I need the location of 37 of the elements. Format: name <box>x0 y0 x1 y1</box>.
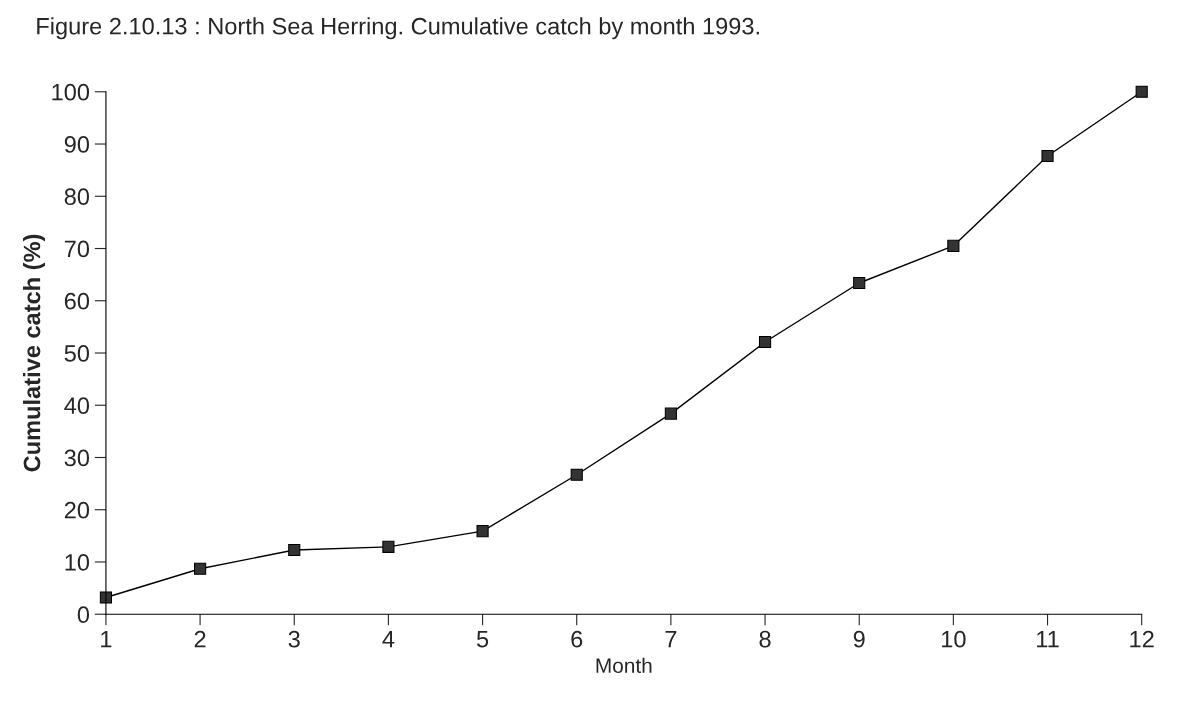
y-tick-label: 40 <box>64 397 90 415</box>
y-tick-label: 0 <box>77 606 90 624</box>
point <box>288 543 301 557</box>
point <box>758 335 772 349</box>
x-tick-label: 2 <box>194 630 206 648</box>
x-tick-label: 10 <box>942 630 966 648</box>
y-axis-title: Cumulative catch (%) <box>23 234 46 472</box>
x-tick-label: 6 <box>571 630 583 648</box>
y-tick-label: 60 <box>64 292 90 310</box>
point <box>1135 85 1148 98</box>
caption: Figure 2.10.13 : North Sea Herring. Cumulative catch by month 1993. <box>37 17 759 40</box>
point <box>476 525 489 538</box>
x-tick-label: 5 <box>476 631 489 648</box>
x-tick-label: 11 <box>1037 631 1059 648</box>
point <box>853 276 866 290</box>
point <box>194 562 207 575</box>
y-tick-label: 10 <box>65 554 90 571</box>
point <box>570 468 583 481</box>
y-tick-label: 70 <box>64 240 90 258</box>
y-tick-label: 100 <box>52 83 90 101</box>
x-axis-title: Month <box>596 657 652 674</box>
point <box>382 540 395 553</box>
y-tick-label: 20 <box>64 501 90 519</box>
x-tick-label: 8 <box>759 630 771 648</box>
x-tick-label: 9 <box>853 630 865 648</box>
x-tick-label: 12 <box>1130 630 1154 648</box>
x-tick-label: 4 <box>382 631 395 648</box>
x-tick-label: 1 <box>101 631 112 648</box>
x-tick-label: 7 <box>665 631 677 648</box>
y-tick-label: 50 <box>64 345 90 362</box>
y-tick-label: 80 <box>64 188 90 206</box>
point <box>1041 149 1054 163</box>
x-tick-label: 3 <box>288 630 300 648</box>
point <box>664 407 677 420</box>
point <box>947 239 960 252</box>
y-tick-label: 90 <box>64 136 90 153</box>
y-tick-label: 30 <box>64 449 90 467</box>
